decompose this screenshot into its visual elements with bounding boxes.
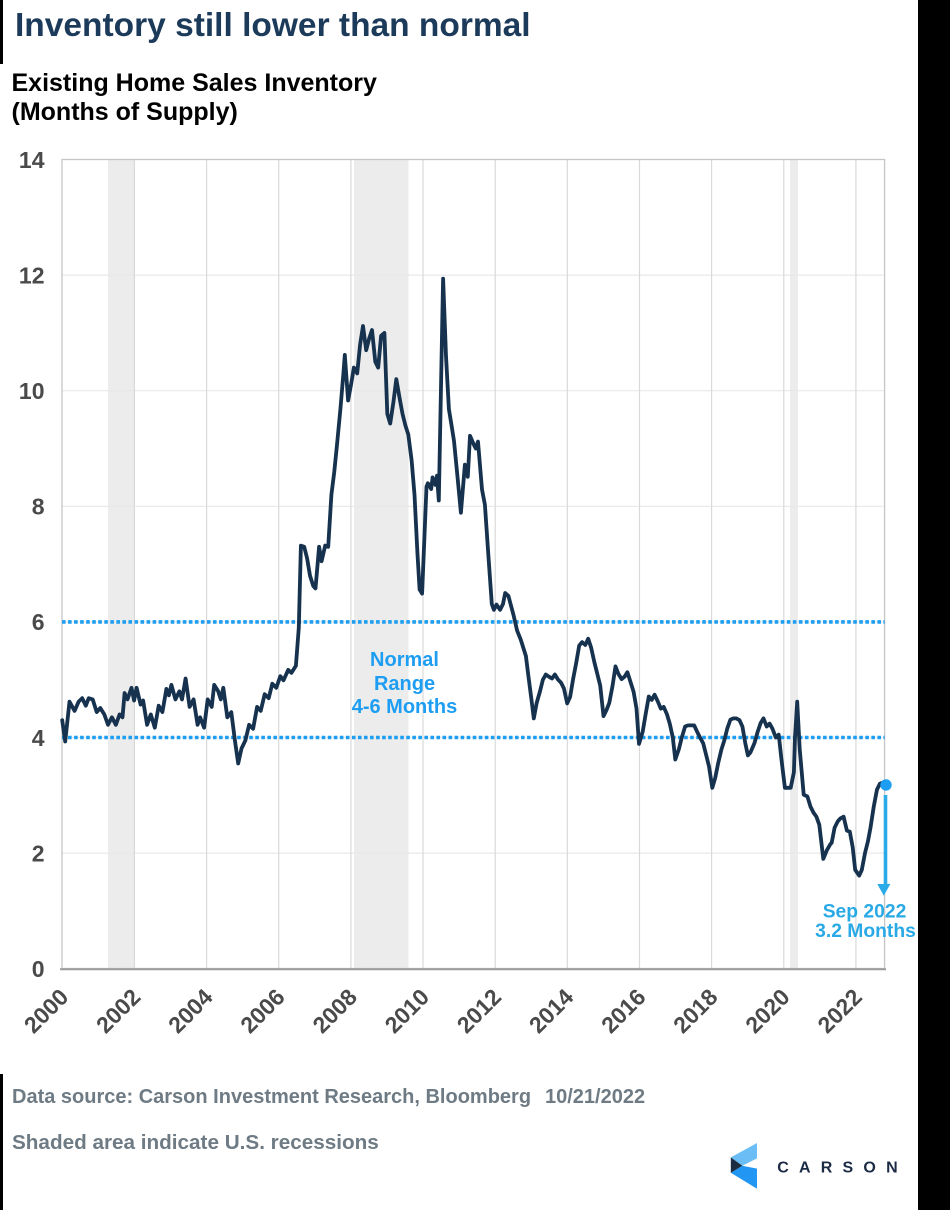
svg-text:Sep 2022: Sep 2022 <box>823 901 907 922</box>
svg-text:10: 10 <box>19 378 45 404</box>
svg-text:Range: Range <box>374 673 435 695</box>
svg-text:4: 4 <box>32 725 45 751</box>
svg-text:8: 8 <box>32 494 45 520</box>
svg-text:2002: 2002 <box>91 984 146 1039</box>
svg-text:2022: 2022 <box>812 984 867 1039</box>
svg-text:2004: 2004 <box>163 984 218 1039</box>
svg-text:3.2 Months: 3.2 Months <box>815 921 916 942</box>
svg-text:0: 0 <box>32 956 45 982</box>
svg-text:12: 12 <box>19 262 45 288</box>
svg-text:2008: 2008 <box>307 984 362 1039</box>
svg-text:2018: 2018 <box>668 984 723 1039</box>
svg-text:2020: 2020 <box>740 984 795 1039</box>
svg-text:CARSON: CARSON <box>777 1160 908 1177</box>
svg-text:Normal: Normal <box>370 649 439 671</box>
svg-text:2: 2 <box>32 840 45 866</box>
svg-text:2006: 2006 <box>235 984 290 1039</box>
svg-text:2010: 2010 <box>379 984 434 1039</box>
svg-text:6: 6 <box>32 609 45 635</box>
svg-text:4-6 Months: 4-6 Months <box>352 696 458 718</box>
svg-text:2012: 2012 <box>452 984 507 1039</box>
svg-text:2014: 2014 <box>524 984 579 1039</box>
svg-text:14: 14 <box>19 147 45 173</box>
svg-text:2016: 2016 <box>596 984 651 1039</box>
svg-text:2000: 2000 <box>19 984 74 1039</box>
